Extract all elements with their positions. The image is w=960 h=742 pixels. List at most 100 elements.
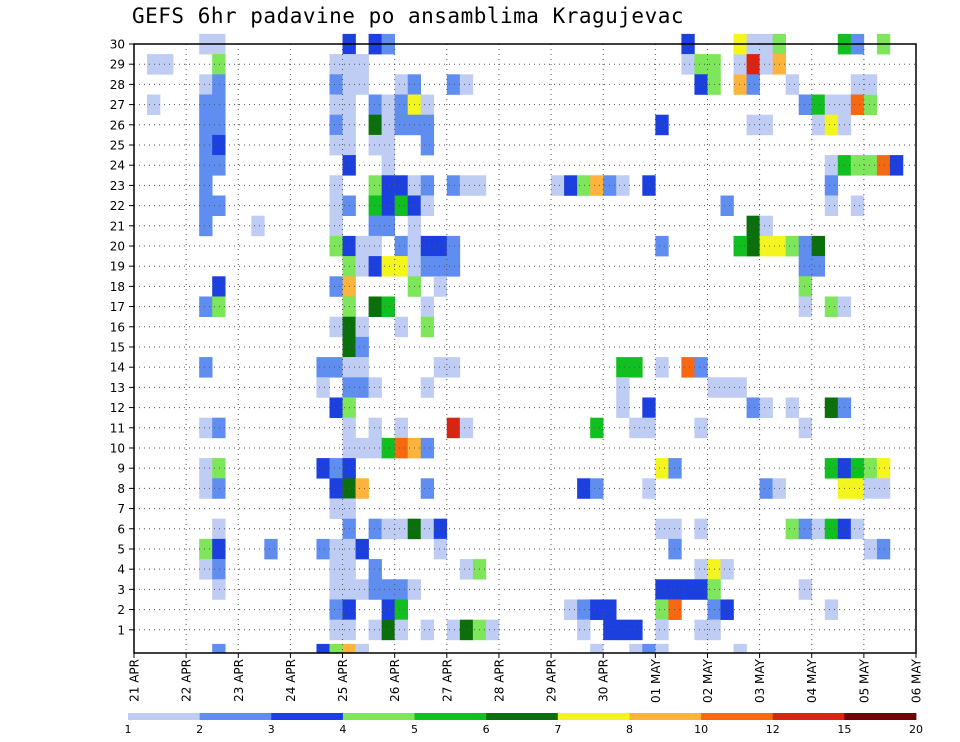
heatmap-cell [876,155,891,176]
heatmap-cell [199,114,213,136]
heatmap-cell [355,437,369,459]
colorbar-segment [557,713,630,720]
colorbar-segment [486,713,559,720]
colorbar-tick-label: 15 [837,723,851,736]
heatmap-cell [577,478,591,499]
heatmap-cell [824,599,839,620]
heatmap-cell [824,397,839,418]
heatmap-cell [381,175,395,196]
heatmap-cell [798,235,813,257]
heatmap-cell [394,114,408,136]
y-tick-label: 22 [110,199,125,213]
heatmap-cell [394,437,408,459]
colorbar-segment [414,713,487,720]
heatmap-cell [850,155,865,176]
heatmap-cell [329,478,343,499]
heatmap-cell [355,377,369,398]
heatmap-cell [316,538,330,560]
y-tick-label: 17 [110,300,125,314]
heatmap-cell [394,417,408,439]
heatmap-cell [824,94,839,115]
heatmap-cell [681,579,695,600]
heatmap-cell [746,114,760,136]
heatmap-cell [629,417,643,439]
heatmap-cell [746,54,760,75]
x-tick-label: 26 APR [388,659,402,702]
heatmap-cell [420,296,435,317]
heatmap-cell [199,296,213,317]
heatmap-cell [355,256,369,277]
heatmap-cell [811,94,826,115]
y-tick-label: 28 [110,78,125,92]
colorbar-tick-label: 20 [909,723,923,736]
heatmap-cell [824,175,839,196]
heatmap-cell [329,357,343,378]
chart-title: GEFS 6hr padavine po ansamblima Kragujev… [132,4,685,28]
heatmap-cell [668,538,682,560]
heatmap-cell [329,458,343,479]
heatmap-cell [824,296,839,317]
heatmap-cell [394,518,408,540]
heatmap-cell [199,134,213,156]
heatmap-cell [785,74,799,95]
heatmap-cell [329,619,343,641]
heatmap-cell [355,74,369,95]
heatmap-cell [668,458,682,479]
x-tick-label: 21 APR [128,659,142,702]
heatmap-cell [368,437,382,459]
heatmap-cell [329,235,343,257]
heatmap-cell [590,599,604,620]
y-tick-label: 12 [110,401,125,415]
heatmap-cell [264,538,278,560]
heatmap-cell [368,235,382,257]
heatmap-cell [329,498,343,519]
heatmap-cell [368,175,382,196]
heatmap-cell [446,357,461,378]
heatmap-cell [590,417,604,439]
heatmap-cell [212,114,226,136]
heatmap-cell [733,643,747,654]
plot-frame [133,43,917,654]
colorbar-tick-label: 8 [626,723,633,736]
heatmap-cell [394,175,408,196]
heatmap-cell [642,478,656,499]
heatmap-cell [355,643,369,654]
heatmap-cell [420,256,435,277]
heatmap-cell [759,215,773,237]
x-tick-label: 05 MAY [857,658,871,703]
x-tick-label: 24 APR [284,659,298,702]
heatmap-cell [759,478,773,499]
colorbar-tick-label: 1 [125,723,132,736]
heatmap-cell [433,357,448,378]
heatmap-cell [642,175,656,196]
heatmap-cell [798,256,813,277]
colorbar-tick-label: 4 [339,723,346,736]
colorbar-segment [701,713,774,720]
heatmap-cell [199,94,213,115]
heatmap-cell [420,114,435,136]
heatmap-cell [199,538,213,560]
heatmap-cell [863,94,878,115]
colorbar-segment [128,713,201,720]
heatmap-cell [759,235,773,257]
heatmap-cell [212,134,226,156]
x-tick-label: 01 MAY [649,658,663,703]
heatmap-cell [681,54,695,75]
heatmap-cell [212,538,226,560]
heatmap-cell [199,559,213,580]
heatmap-cell [329,114,343,136]
heatmap-cell [876,458,891,479]
heatmap-cell [212,559,226,580]
y-tick-label: 11 [110,421,125,435]
x-tick-label: 06 MAY [910,658,924,703]
heatmap-cell [355,54,369,75]
heatmap-cell [564,175,578,196]
heatmap-cell [850,518,865,540]
heatmap-cell [811,235,826,257]
heatmap-cell [746,397,760,418]
heatmap-cell [655,458,669,479]
heatmap-cell [746,215,760,237]
y-tick-label: 4 [117,563,125,577]
colorbar-tick-label: 12 [766,723,780,736]
heatmap-cell [355,478,369,499]
